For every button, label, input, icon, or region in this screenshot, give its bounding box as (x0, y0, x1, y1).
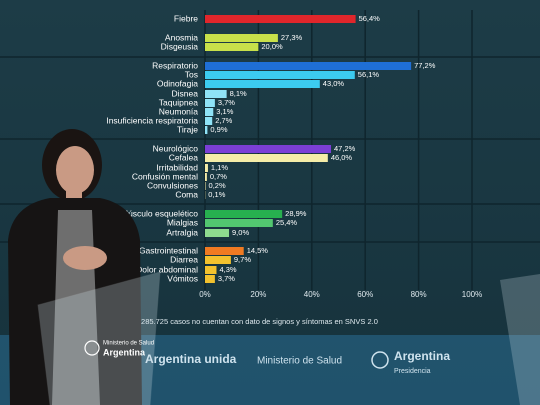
bar (205, 266, 217, 274)
bar (205, 182, 206, 190)
banner-slogan: Argentina unida (145, 352, 237, 366)
podium-glass (37, 271, 161, 405)
speaker-face (56, 146, 94, 194)
category-label: Confusión mental (132, 171, 198, 181)
x-tick-label: 20% (250, 290, 266, 299)
category-label: Insuficiencia respiratoria (106, 115, 198, 125)
value-label: 14,5% (247, 246, 269, 255)
value-label: 0,7% (210, 172, 227, 181)
value-label: 28,9% (285, 209, 307, 218)
bar (205, 229, 230, 237)
value-label: 9,0% (232, 228, 249, 237)
category-label: Vómitos (167, 273, 198, 283)
value-label: 46,0% (331, 153, 353, 162)
bar (205, 43, 259, 51)
value-label: 77,2% (414, 61, 436, 70)
category-label: Odinofagia (157, 78, 198, 88)
bar (205, 71, 355, 79)
banner-emblem (371, 351, 389, 369)
category-label: Disnea (172, 88, 199, 98)
bar (205, 117, 213, 125)
value-label: 3,7% (218, 274, 235, 283)
x-tick-label: 0% (199, 290, 211, 299)
bar (205, 210, 283, 218)
speaker (8, 129, 142, 405)
banner-country: Argentina (394, 349, 450, 363)
category-label: Neumonía (159, 106, 198, 116)
bar (205, 256, 231, 264)
bar (205, 219, 273, 227)
bar (205, 126, 208, 134)
chart: 0% 20% 40% 60% 80% 100% Fiebre 56,4% Anosmia 27,3… (0, 10, 540, 299)
category-label: Taquipnea (159, 97, 199, 107)
category-label: Coma (175, 189, 198, 199)
value-label: 9,7% (234, 255, 251, 264)
bar (205, 99, 215, 107)
value-label: 3,1% (216, 107, 233, 116)
speaker-hands (63, 246, 107, 270)
category-label: Gastrointestinal (139, 245, 198, 255)
bar (205, 15, 356, 23)
banner-ministry: Ministerio de Salud (257, 356, 342, 367)
banner-presidency: Presidencia (394, 368, 431, 375)
bar (205, 145, 332, 153)
category-label: Tiraje (177, 124, 198, 134)
category-label: Neurológico (153, 143, 199, 153)
category-label: Respiratorio (152, 60, 198, 70)
bar (205, 80, 320, 88)
x-tick-label: 80% (411, 290, 427, 299)
bar (205, 34, 278, 42)
category-label: Tos (185, 69, 198, 79)
value-label: 56,4% (359, 14, 381, 23)
bar (205, 173, 207, 181)
category-label: Anosmia (165, 32, 198, 42)
bar (205, 275, 215, 283)
value-label: 0,2% (209, 181, 226, 190)
value-label: 8,1% (230, 89, 247, 98)
value-label: 4,3% (219, 265, 236, 274)
bar (205, 164, 208, 172)
x-tick-label: 60% (357, 290, 373, 299)
podium-country: Argentina (103, 347, 146, 357)
footnote: *285.725 casos no cuentan con dato de si… (138, 317, 378, 326)
category-label: Dolor abdominal (136, 264, 198, 274)
category-label: Cefalea (169, 152, 199, 162)
bar (205, 90, 227, 98)
value-label: 43,0% (323, 79, 345, 88)
bar (205, 154, 328, 162)
category-label: Convulsiones (147, 180, 198, 190)
category-label: Fiebre (174, 13, 198, 23)
x-tick-label: 100% (462, 290, 482, 299)
value-label: 20,0% (261, 42, 283, 51)
value-label: 0,9% (210, 125, 227, 134)
category-label: Irritabilidad (156, 162, 198, 172)
bar (205, 62, 412, 70)
x-tick-label: 40% (304, 290, 320, 299)
value-label: 47,2% (334, 144, 356, 153)
value-label: 27,3% (281, 33, 303, 42)
value-label: 56,1% (358, 70, 380, 79)
podium-ministry: Ministerio de Salud (103, 341, 154, 347)
category-label: Músculo esquelético (121, 208, 198, 218)
value-label: 25,4% (276, 218, 298, 227)
category-label: Mialgias (167, 217, 198, 227)
podium-right (500, 274, 540, 405)
category-label: Artralgia (166, 227, 198, 237)
value-label: 2,7% (215, 116, 232, 125)
podium: Ministerio de Salud Argentina (37, 271, 540, 405)
bar (205, 247, 244, 255)
podium-emblem (84, 340, 100, 356)
value-label: 0,1% (208, 190, 225, 199)
value-label: 3,7% (218, 98, 235, 107)
category-label: Diarrea (170, 254, 198, 264)
bar (205, 108, 214, 116)
category-label: Disgeusia (161, 41, 199, 51)
value-label: 1,1% (211, 163, 228, 172)
